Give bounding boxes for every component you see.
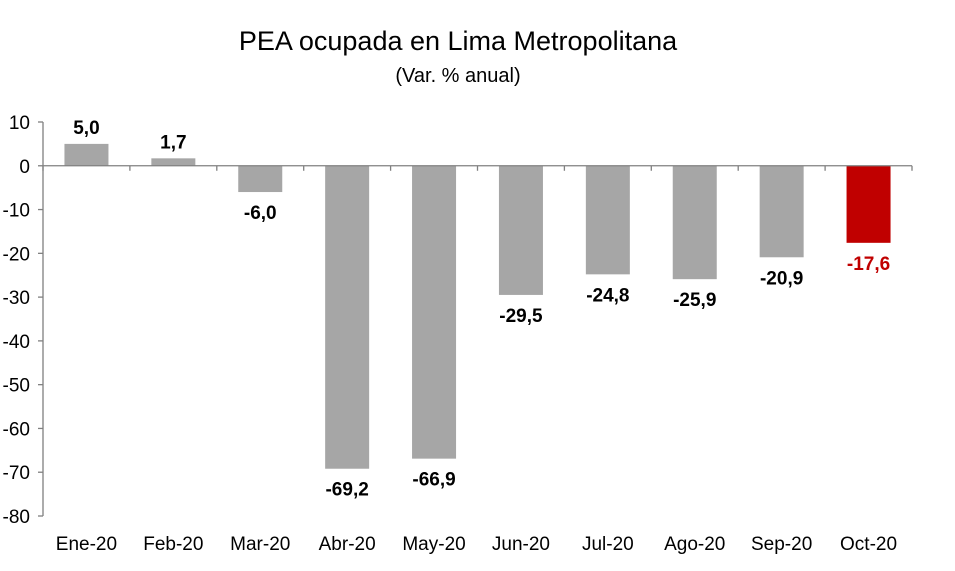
data-label: -29,5	[499, 306, 543, 327]
x-tick-label: Feb-20	[143, 534, 203, 555]
x-tick-label: Jul-20	[582, 534, 634, 555]
x-tick-label: Ene-20	[56, 534, 117, 555]
bar-mar-20	[238, 165, 283, 193]
y-tick-label: -10	[3, 201, 30, 222]
bar-abr-20	[325, 165, 370, 469]
bar-ago-20	[672, 165, 717, 280]
bar-jul-20	[585, 165, 630, 275]
bar-jun-20	[498, 165, 543, 295]
data-labels: 5,0 1,7 -6,0 -69,2 -66,9 -29,5 -24,8 -25,9 -20,9…	[73, 118, 890, 501]
x-tick-label: Sep-20	[751, 534, 812, 555]
data-label: -25,9	[673, 290, 716, 311]
x-axis: Ene-20 Feb-20 Mar-20 Abr-20 May-20 Jun-20 Jul-…	[42, 165, 913, 555]
bar-ene-20	[64, 143, 109, 166]
x-tick-label: May-20	[402, 534, 465, 555]
y-tick-label: 0	[19, 157, 30, 178]
data-label: -6,0	[244, 203, 277, 224]
data-label: -69,2	[325, 480, 368, 501]
bar-may-20	[412, 165, 457, 459]
y-tick-label: -70	[3, 463, 30, 484]
y-tick-label: -50	[3, 376, 30, 397]
y-tick-label: -30	[3, 288, 30, 309]
data-label: -24,8	[586, 285, 629, 306]
chart-title: PEA ocupada en Lima Metropolitana	[238, 26, 678, 56]
y-tick-label: -20	[3, 244, 30, 265]
y-axis: 10 0 -10 -20 -30 -40 -50 -60 -70 -80	[3, 113, 44, 528]
x-tick-label: Oct-20	[840, 534, 897, 555]
data-label: 1,7	[160, 132, 186, 153]
bar-sep-20	[759, 165, 804, 258]
chart-subtitle: (Var. % anual)	[395, 65, 521, 87]
bar-feb-20	[151, 158, 196, 166]
x-tick-label: Mar-20	[230, 534, 290, 555]
x-tick-label: Abr-20	[319, 534, 376, 555]
bar-oct-20	[846, 165, 891, 243]
y-tick-label: 10	[9, 113, 30, 134]
data-label: 5,0	[73, 118, 99, 139]
y-tick-label: -60	[3, 419, 30, 440]
y-tick-label: -80	[3, 507, 30, 528]
x-tick-label: Ago-20	[664, 534, 725, 555]
data-label: -20,9	[760, 268, 803, 289]
x-tick-label: Jun-20	[492, 534, 550, 555]
bars	[64, 143, 891, 469]
y-tick-label: -40	[3, 332, 30, 353]
data-label: -66,9	[412, 470, 455, 491]
data-label: -17,6	[847, 254, 890, 275]
